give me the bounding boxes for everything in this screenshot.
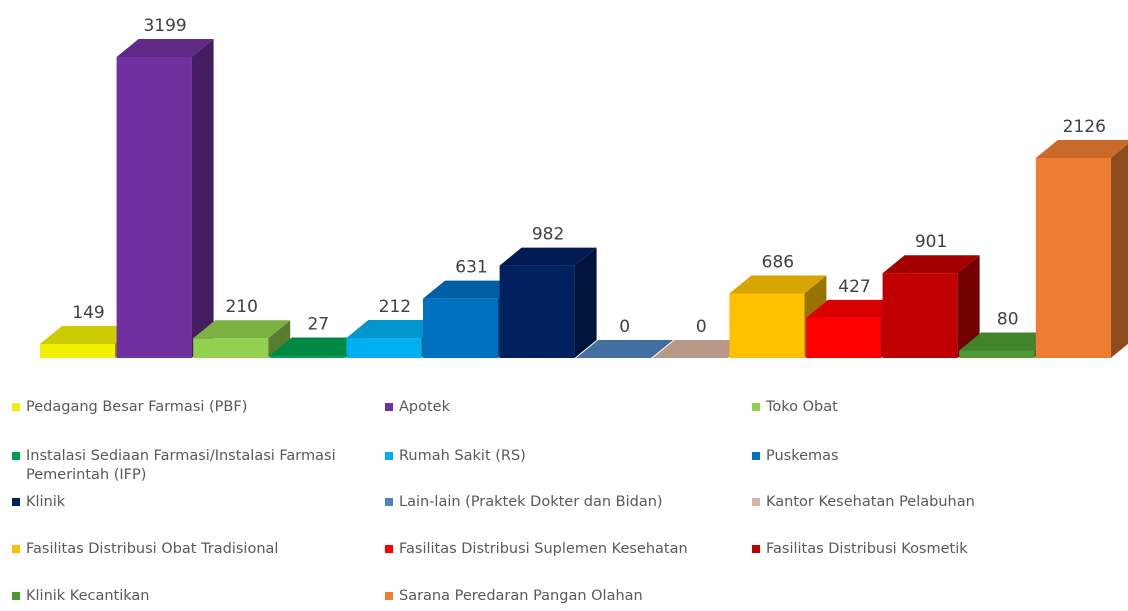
bar-top	[116, 39, 214, 57]
legend-item: Puskemas	[752, 447, 1106, 466]
legend-item: Lain-lain (Praktek Dokter dan Bidan)	[385, 493, 739, 512]
legend-item: Kantor Kesehatan Pelabuhan	[752, 493, 1106, 512]
bar-side	[957, 255, 980, 358]
legend-item: Apotek	[385, 398, 739, 417]
legend-label: Klinik	[26, 494, 66, 510]
data-label: 212	[379, 297, 411, 317]
bar-side	[191, 39, 214, 358]
legend-swatch	[385, 545, 393, 553]
bar	[882, 273, 958, 358]
legend-item: Fasilitas Distribusi Kosmetik	[752, 540, 1106, 559]
bar-top	[40, 325, 137, 344]
bar-top	[346, 320, 444, 339]
bar	[40, 343, 115, 358]
legend-item: Pedagang Besar Farmasi (PBF)	[12, 398, 366, 417]
legend-swatch	[12, 403, 20, 411]
bar-top	[1035, 139, 1128, 158]
legend-label: Fasilitas Distribusi Obat Tradisional	[26, 541, 279, 557]
legend-label: Apotek	[399, 399, 450, 415]
legend-item: Klinik	[12, 493, 366, 512]
legend-swatch	[12, 498, 20, 506]
legend-swatch	[752, 545, 760, 553]
legend-item: Rumah Sakit (RS)	[385, 447, 739, 466]
data-label: 2126	[1063, 117, 1106, 137]
bar-top	[423, 280, 520, 299]
bar-top	[729, 275, 827, 294]
data-label: 210	[225, 297, 257, 317]
bar	[959, 350, 1035, 358]
legend-swatch	[12, 452, 20, 460]
data-label: 982	[532, 225, 564, 245]
data-label: 80	[997, 309, 1019, 329]
bar-top	[576, 340, 674, 358]
legend-item: Fasilitas Distribusi Suplemen Kesehatan	[385, 540, 739, 559]
legend-label: Rumah Sakit (RS)	[399, 448, 526, 464]
bar	[423, 298, 498, 358]
legend-swatch	[385, 592, 393, 600]
bar-top	[806, 299, 903, 318]
bar-side	[268, 320, 291, 358]
chart: 149 3199 210 27 212 631 982 0 0 686 427 901 80 2126	[40, 16, 1128, 358]
legend-swatch	[12, 545, 20, 553]
legend-label: Toko Obat	[766, 399, 838, 415]
data-label: 686	[762, 252, 794, 272]
legend-label: Klinik Kecantikan	[26, 588, 150, 604]
legend-item: Toko Obat	[752, 398, 1106, 417]
bar	[499, 265, 575, 358]
data-label: 0	[619, 317, 630, 337]
data-label: 0	[696, 317, 707, 337]
legend-label: Sarana Peredaran Pangan Olahan	[399, 588, 643, 604]
legend-label: Puskemas	[766, 448, 839, 464]
legend-label: Lain-lain (Praktek Dokter dan Bidan)	[399, 494, 663, 510]
legend-label: Pedagang Besar Farmasi (PBF)	[26, 399, 248, 415]
data-label: 631	[455, 258, 487, 278]
legend-swatch	[752, 452, 760, 460]
bar-side	[1110, 143, 1128, 358]
legend-label: Kantor Kesehatan Pelabuhan	[766, 494, 975, 510]
legend-item: Sarana Peredaran Pangan Olahan	[385, 587, 739, 606]
legend-swatch	[385, 403, 393, 411]
bar-top	[193, 320, 291, 339]
bar-top	[882, 255, 980, 274]
legend-label: Fasilitas Distribusi Kosmetik	[766, 541, 968, 557]
data-label: 901	[915, 232, 947, 252]
bar	[729, 293, 805, 358]
legend-item: Fasilitas Distribusi Obat Tradisional	[12, 540, 366, 559]
bar-top	[652, 340, 750, 358]
legend-swatch	[752, 498, 760, 506]
data-label: 27	[307, 314, 329, 334]
bar	[346, 338, 422, 358]
bar	[116, 57, 192, 358]
legend-item: Instalasi Sediaan Farmasi/Instalasi Farm…	[12, 447, 346, 485]
legend-swatch	[752, 403, 760, 411]
data-label: 427	[838, 277, 870, 297]
bar-top	[499, 247, 597, 266]
bar-side	[574, 247, 597, 358]
bar	[193, 338, 269, 358]
bar-top	[959, 332, 1057, 351]
legend-swatch	[385, 498, 393, 506]
legend-swatch	[385, 452, 393, 460]
legend-label: Fasilitas Distribusi Suplemen Kesehatan	[399, 541, 688, 557]
bar	[806, 317, 881, 358]
data-label: 3199	[143, 16, 186, 36]
bar	[269, 355, 345, 358]
bar	[1035, 157, 1111, 358]
bar-top	[269, 337, 367, 356]
legend-swatch	[12, 592, 20, 600]
legend-item: Klinik Kecantikan	[12, 587, 366, 606]
data-label: 149	[72, 303, 104, 323]
legend-label: Instalasi Sediaan Farmasi/Instalasi Farm…	[26, 448, 336, 483]
